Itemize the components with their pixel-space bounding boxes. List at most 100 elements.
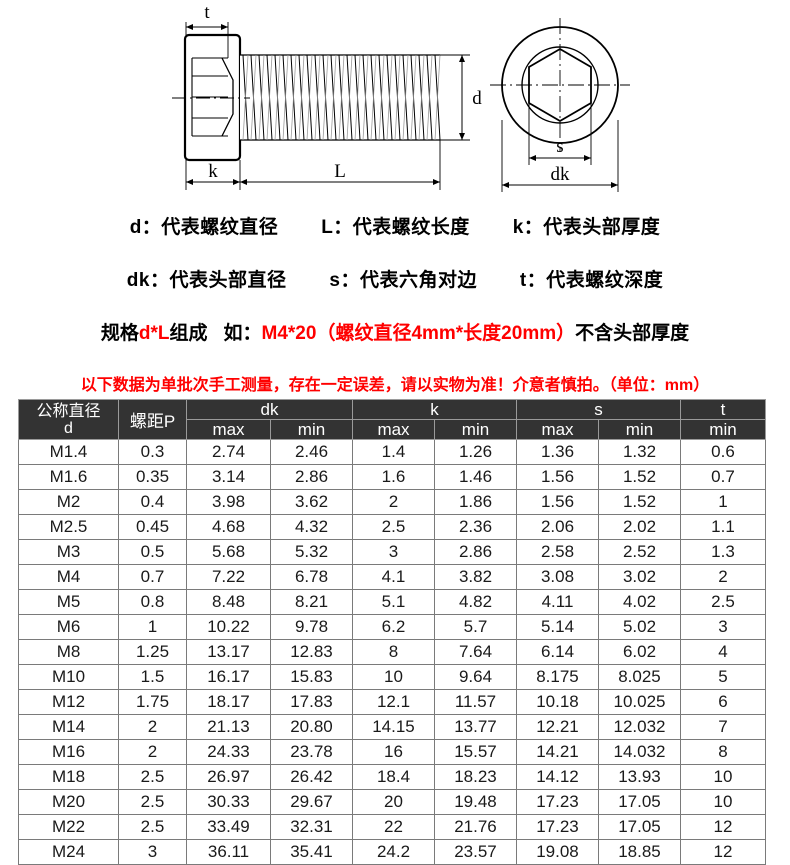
cell-nominal-diameter: M16 bbox=[18, 739, 119, 765]
cell-nominal-diameter: M12 bbox=[18, 689, 119, 715]
table-cell: 10.025 bbox=[598, 689, 681, 715]
table-row: M10 1.5 16.17 15.83 10 9.64 8.175 8.025 5 bbox=[18, 664, 766, 690]
table-cell: 35.41 bbox=[270, 839, 353, 865]
header-t-min: min bbox=[680, 419, 766, 440]
table-cell: 0.3 bbox=[118, 439, 187, 465]
dimension-dk bbox=[501, 120, 619, 192]
table-cell: 2.74 bbox=[186, 439, 271, 465]
table-cell: 2.86 bbox=[270, 464, 353, 490]
cell-nominal-diameter: M24 bbox=[18, 839, 119, 865]
table-cell: 5.1 bbox=[352, 589, 435, 615]
header-s-max: max bbox=[516, 419, 599, 440]
cell-nominal-diameter: M4 bbox=[18, 564, 119, 590]
table-cell: 1.1 bbox=[680, 514, 766, 540]
table-cell: 16 bbox=[352, 739, 435, 765]
legend-row-2: dk：代表头部直径 s：代表六角对边 t：代表螺纹深度 bbox=[0, 265, 790, 292]
table-cell: 10 bbox=[680, 764, 766, 790]
table-row: M2.5 0.45 4.68 4.32 2.5 2.36 2.06 2.02 1.1 bbox=[18, 514, 766, 540]
spec-table-container: 公称直径 d 螺距P dk k s t max min max min max … bbox=[18, 399, 766, 865]
table-cell: 26.42 bbox=[270, 764, 353, 790]
table-cell: 18.17 bbox=[186, 689, 271, 715]
label-k: k bbox=[208, 161, 218, 182]
table-cell: 29.67 bbox=[270, 789, 353, 815]
table-row: M24 3 36.11 35.41 24.2 23.57 19.08 18.85 12 bbox=[18, 839, 766, 865]
spec-suffix: 不含头部厚度 bbox=[575, 323, 690, 344]
table-cell: 8.025 bbox=[598, 664, 681, 690]
cell-nominal-diameter: M1.6 bbox=[18, 464, 119, 490]
table-cell: 1.26 bbox=[434, 439, 517, 465]
table-cell: 6.14 bbox=[516, 639, 599, 665]
table-cell: 0.5 bbox=[118, 539, 187, 565]
table-cell: 12 bbox=[680, 839, 766, 865]
header-s-min: min bbox=[598, 419, 681, 440]
table-cell: 12.21 bbox=[516, 714, 599, 740]
table-row: M16 2 24.33 23.78 16 15.57 14.21 14.032 8 bbox=[18, 739, 766, 765]
spec-ru: 如： bbox=[223, 323, 262, 344]
table-cell: 8 bbox=[352, 639, 435, 665]
table-cell: 15.57 bbox=[434, 739, 517, 765]
table-row: M4 0.7 7.22 6.78 4.1 3.82 3.08 3.02 2 bbox=[18, 564, 766, 590]
table-cell: 2.5 bbox=[680, 589, 766, 615]
table-cell: 2.5 bbox=[118, 789, 187, 815]
table-cell: 19.48 bbox=[434, 789, 517, 815]
legend-item-d: d：代表螺纹直径 bbox=[129, 217, 279, 238]
table-cell: 13.93 bbox=[598, 764, 681, 790]
dimension-k-L bbox=[185, 140, 441, 190]
table-cell: 20 bbox=[352, 789, 435, 815]
cell-nominal-diameter: M20 bbox=[18, 789, 119, 815]
table-cell: 6 bbox=[680, 689, 766, 715]
header-group-k: k bbox=[352, 399, 517, 420]
table-cell: 3.02 bbox=[598, 564, 681, 590]
table-row: M8 1.25 13.17 12.83 8 7.64 6.14 6.02 4 bbox=[18, 639, 766, 665]
table-cell: 12.83 bbox=[270, 639, 353, 665]
legend-row-1: d：代表螺纹直径 L：代表螺纹长度 k：代表头部厚度 bbox=[0, 212, 790, 239]
table-cell: 18.85 bbox=[598, 839, 681, 865]
table-cell: 2.5 bbox=[118, 764, 187, 790]
table-cell: 2 bbox=[680, 564, 766, 590]
table-cell: 1.5 bbox=[118, 664, 187, 690]
screw-spec-table: 公称直径 d 螺距P dk k s t max min max min max … bbox=[18, 399, 766, 865]
table-cell: 9.64 bbox=[434, 664, 517, 690]
spec-format-line: 规格d*L组成 如：M4*20（螺纹直径4mm*长度20mm）不含头部厚度 bbox=[0, 318, 790, 345]
table-cell: 19.08 bbox=[516, 839, 599, 865]
table-cell: 8.175 bbox=[516, 664, 599, 690]
spec-example: M4*20（螺纹直径4mm*长度20mm） bbox=[261, 323, 576, 344]
table-cell: 4.32 bbox=[270, 514, 353, 540]
table-cell: 1 bbox=[118, 614, 187, 640]
table-cell: 2.36 bbox=[434, 514, 517, 540]
table-cell: 17.23 bbox=[516, 814, 599, 840]
spec-code: d*L bbox=[138, 323, 170, 344]
dimension-t bbox=[185, 22, 229, 58]
table-cell: 8.48 bbox=[186, 589, 271, 615]
table-cell: 1.56 bbox=[516, 489, 599, 515]
table-cell: 10 bbox=[680, 789, 766, 815]
table-cell: 3 bbox=[352, 539, 435, 565]
table-cell: 33.49 bbox=[186, 814, 271, 840]
table-cell: 12.1 bbox=[352, 689, 435, 715]
table-cell: 7.64 bbox=[434, 639, 517, 665]
table-cell: 5.68 bbox=[186, 539, 271, 565]
table-cell: 14.21 bbox=[516, 739, 599, 765]
cell-nominal-diameter: M1.4 bbox=[18, 439, 119, 465]
table-cell: 10 bbox=[352, 664, 435, 690]
table-cell: 3.14 bbox=[186, 464, 271, 490]
technical-drawing: t k L d s dk bbox=[0, 0, 790, 200]
table-cell: 21.76 bbox=[434, 814, 517, 840]
table-cell: 18.4 bbox=[352, 764, 435, 790]
table-cell: 1.75 bbox=[118, 689, 187, 715]
table-cell: 1.4 bbox=[352, 439, 435, 465]
header-k-max: max bbox=[352, 419, 435, 440]
cell-nominal-diameter: M2 bbox=[18, 489, 119, 515]
table-row: M18 2.5 26.97 26.42 18.4 18.23 14.12 13.93 10 bbox=[18, 764, 766, 790]
table-cell: 1.6 bbox=[352, 464, 435, 490]
table-cell: 22 bbox=[352, 814, 435, 840]
table-cell: 16.17 bbox=[186, 664, 271, 690]
table-cell: 30.33 bbox=[186, 789, 271, 815]
legend-item-dk: dk：代表头部直径 bbox=[126, 270, 287, 291]
table-header-row-2: max min max min max min min bbox=[19, 419, 766, 440]
table-cell: 6.78 bbox=[270, 564, 353, 590]
table-cell: 17.83 bbox=[270, 689, 353, 715]
table-cell: 5.32 bbox=[270, 539, 353, 565]
table-cell: 6.02 bbox=[598, 639, 681, 665]
table-cell: 12 bbox=[680, 814, 766, 840]
